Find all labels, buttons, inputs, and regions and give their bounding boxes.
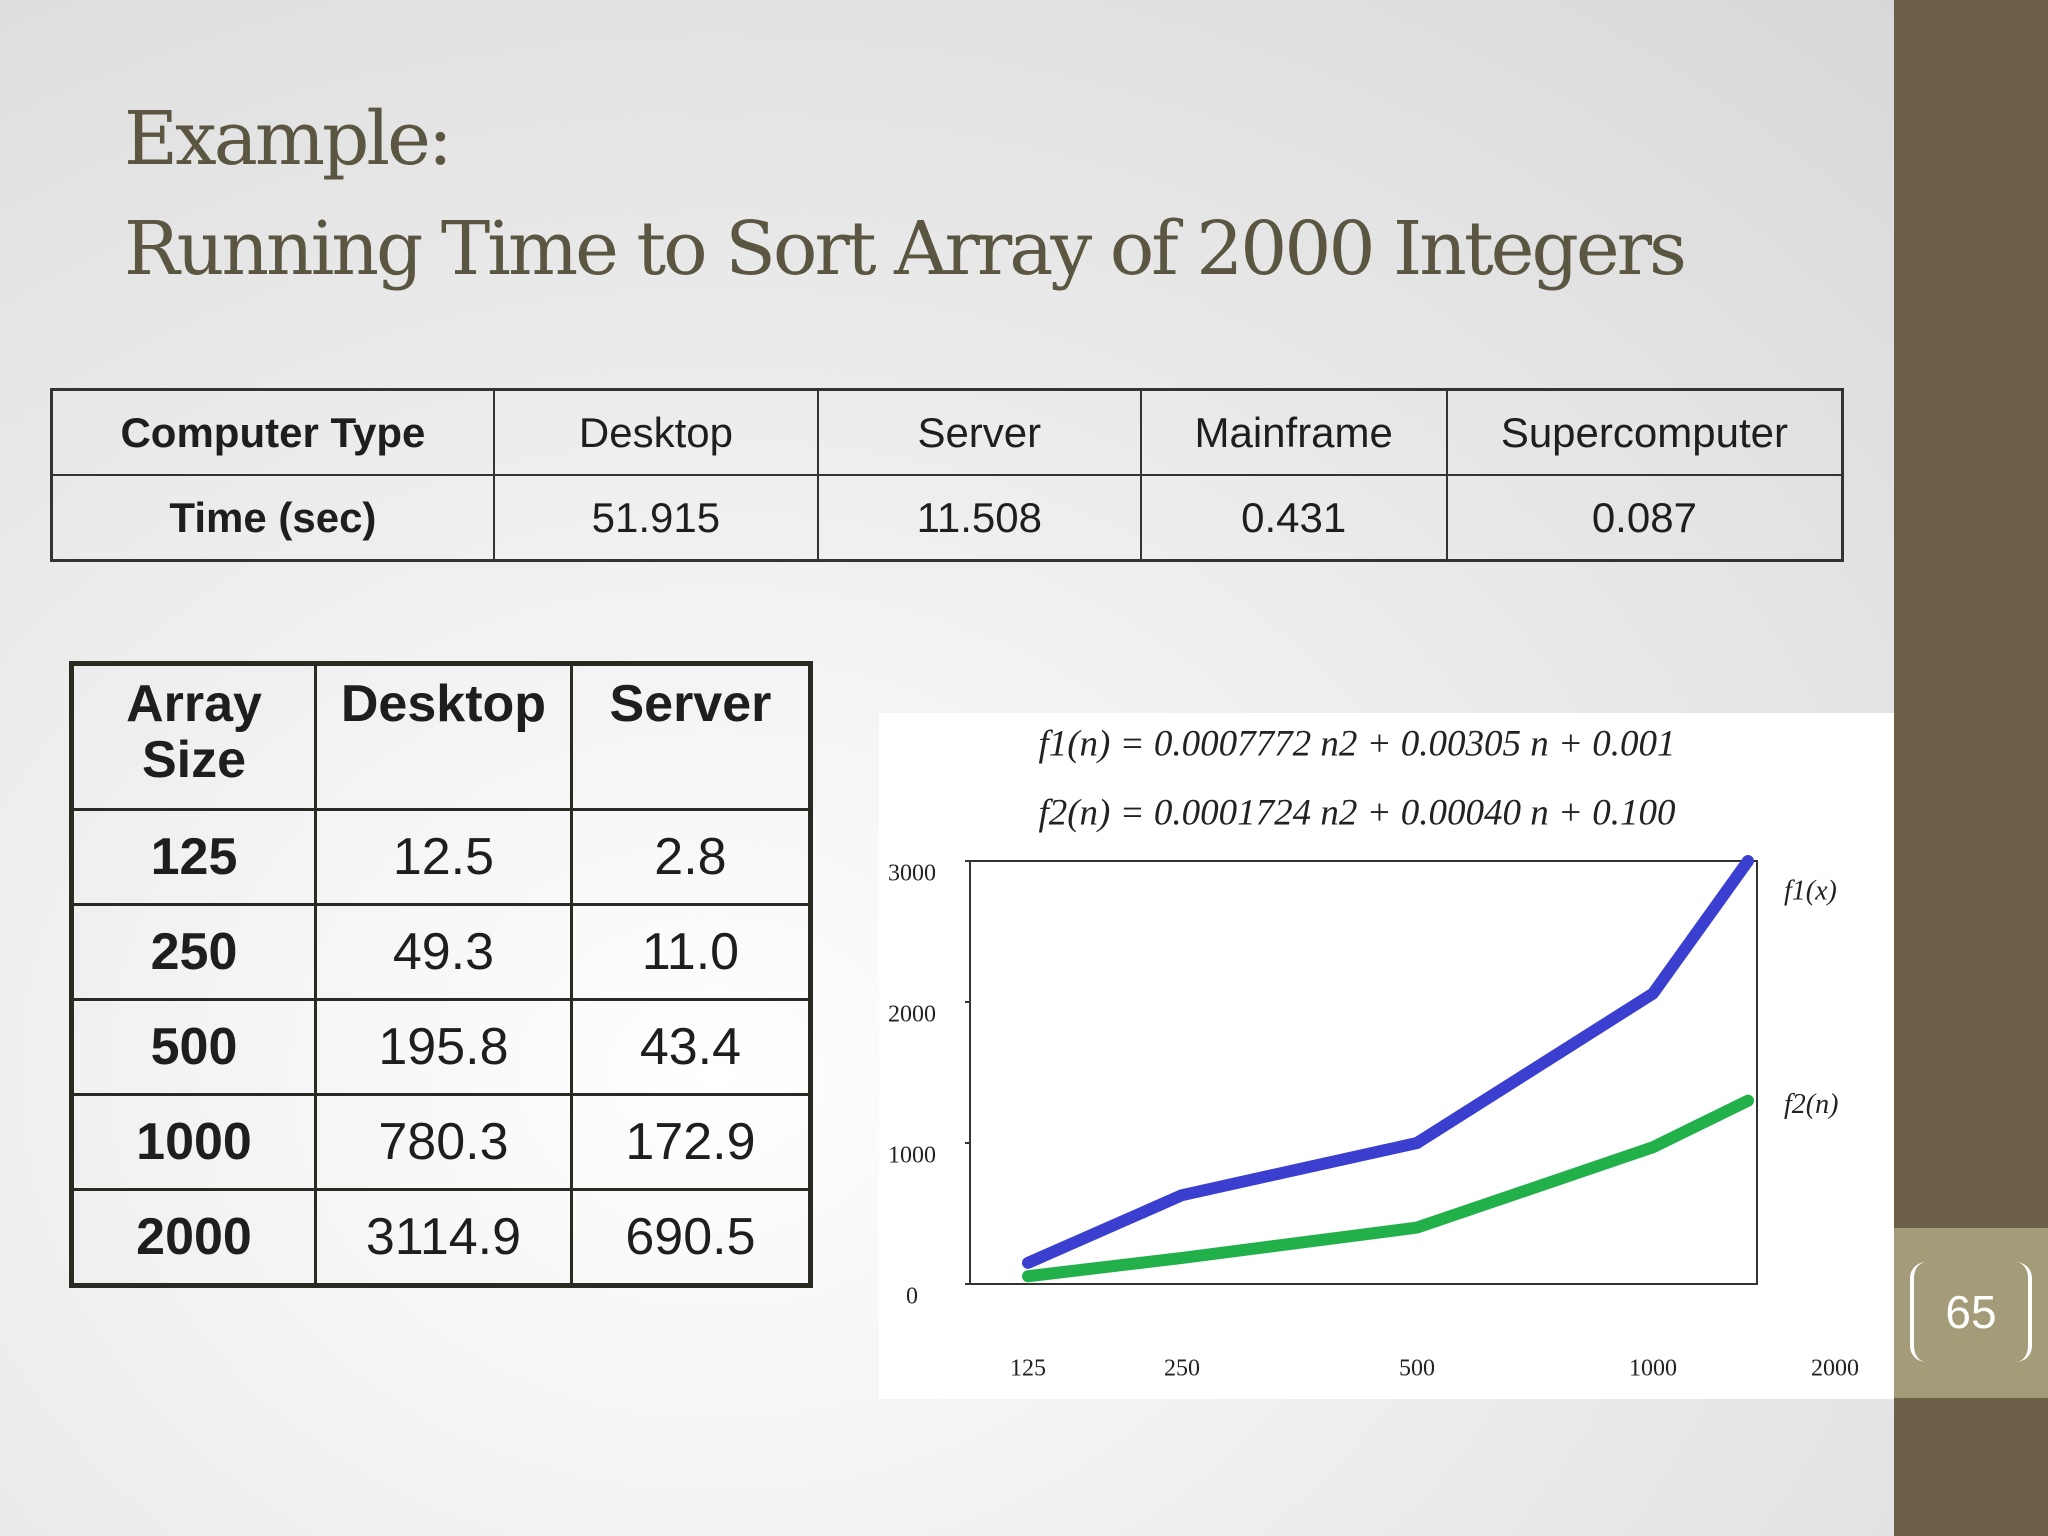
table-row: 125 12.5 2.8 bbox=[69, 808, 813, 906]
chart: f1(n) = 0.0007772 n2 + 0.00305 n + 0.001… bbox=[879, 713, 1894, 1399]
table-cell: Desktop bbox=[314, 662, 573, 811]
table-cell: Mainframe bbox=[1139, 388, 1448, 476]
y-tick-label: 2000 bbox=[888, 1002, 936, 1028]
table-row: Computer Type Desktop Server Mainframe Super… bbox=[50, 388, 1844, 476]
table-cell: 125 bbox=[69, 808, 318, 906]
table-cell: 0.087 bbox=[1445, 474, 1844, 562]
table-cell: 11.0 bbox=[569, 903, 813, 1001]
table-cell: 195.8 bbox=[314, 998, 573, 1096]
series-line bbox=[1022, 855, 1754, 1269]
x-tick-label: 1000 bbox=[1629, 1356, 1677, 1382]
y-tick-label: 1000 bbox=[888, 1143, 936, 1169]
table-row: Array Size Desktop Server bbox=[69, 662, 813, 811]
x-tick-label: 2000 bbox=[1811, 1356, 1859, 1382]
table-row: Time (sec) 51.915 11.508 0.431 0.087 bbox=[50, 474, 1844, 562]
x-tick-label: 125 bbox=[1010, 1356, 1046, 1382]
x-tick-label: 250 bbox=[1164, 1356, 1200, 1382]
title-line: Running Time to Sort Array of 2000 Integ… bbox=[124, 206, 1687, 292]
page-number: 65 bbox=[1910, 1262, 2032, 1362]
table-cell: 2.8 bbox=[569, 808, 813, 906]
table-cell: 51.915 bbox=[492, 474, 819, 562]
table-cell: 12.5 bbox=[314, 808, 573, 906]
table-cell: 500 bbox=[69, 998, 318, 1096]
time-table: Computer Type Desktop Server Mainframe Super… bbox=[50, 388, 1844, 562]
table-cell: 250 bbox=[69, 903, 318, 1001]
x-tick-label: 500 bbox=[1399, 1356, 1435, 1382]
series-line bbox=[1022, 1094, 1754, 1283]
plot-frame bbox=[969, 860, 1758, 1285]
y-tick-label: 3000 bbox=[888, 861, 936, 887]
table-cell: 0.431 bbox=[1139, 474, 1448, 562]
table-row: 500 195.8 43.4 bbox=[69, 998, 813, 1096]
title-line: Example: bbox=[124, 96, 453, 182]
table-cell: Computer Type bbox=[50, 388, 495, 476]
table-cell: 11.508 bbox=[816, 474, 1142, 562]
array-table: Array Size Desktop Server 125 12.5 2.8 250 49.3… bbox=[69, 661, 813, 1288]
table-cell: 780.3 bbox=[314, 1093, 573, 1191]
table-cell: 2000 bbox=[69, 1188, 318, 1287]
table-row: 2000 3114.9 690.5 bbox=[69, 1188, 813, 1287]
series-label: f1(x) bbox=[1784, 875, 1837, 906]
table-cell: Server bbox=[569, 662, 813, 811]
equation: f1(n) = 0.0007772 n2 + 0.00305 n + 0.001 bbox=[1038, 723, 1675, 764]
table-cell: Supercomputer bbox=[1445, 388, 1844, 476]
table-row: 250 49.3 11.0 bbox=[69, 903, 813, 1001]
table-cell: Array Size bbox=[69, 662, 318, 811]
page-number-box bbox=[1894, 1228, 2048, 1398]
series-label: f2(n) bbox=[1784, 1089, 1838, 1120]
table-cell: 43.4 bbox=[569, 998, 813, 1096]
table-cell: Server bbox=[816, 388, 1142, 476]
table-cell: 172.9 bbox=[569, 1093, 813, 1191]
y-tick-label: 0 bbox=[906, 1284, 918, 1310]
table-cell: 1000 bbox=[69, 1093, 318, 1191]
equation: f2(n) = 0.0001724 n2 + 0.00040 n + 0.100 bbox=[1038, 792, 1676, 833]
table-cell: 690.5 bbox=[569, 1188, 813, 1287]
table-cell: Desktop bbox=[492, 388, 819, 476]
table-cell: Time (sec) bbox=[50, 474, 495, 562]
table-row: 1000 780.3 172.9 bbox=[69, 1093, 813, 1191]
table-cell: 3114.9 bbox=[314, 1188, 573, 1287]
table-cell: 49.3 bbox=[314, 903, 573, 1001]
